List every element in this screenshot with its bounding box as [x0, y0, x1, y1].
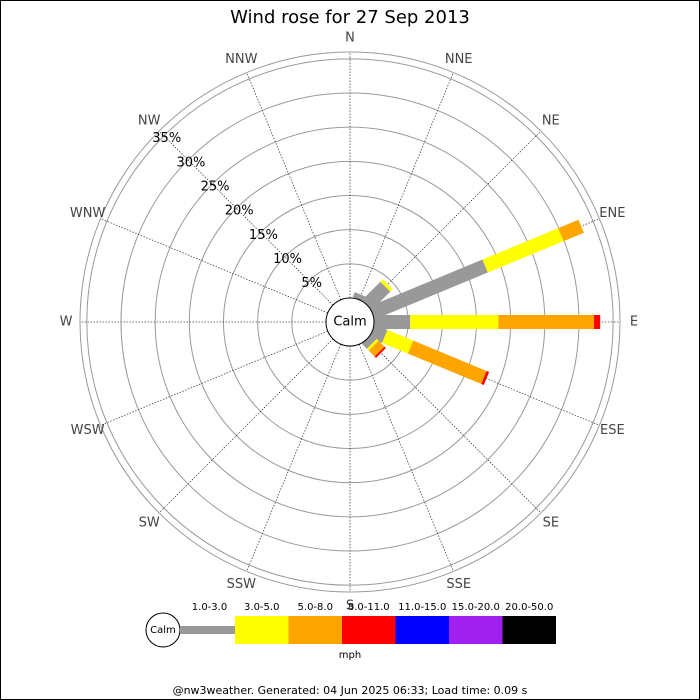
- ring-label: 15%: [249, 228, 278, 243]
- ring-label: 25%: [201, 180, 230, 195]
- direction-label: W: [60, 315, 73, 330]
- legend-swatch: [180, 626, 235, 634]
- legend-label: 8.0-11.0: [348, 602, 390, 613]
- spoke: [366, 338, 542, 514]
- legend-unit: mph: [339, 650, 361, 661]
- wind-bar: [362, 281, 391, 310]
- direction-label: NW: [138, 114, 161, 129]
- legend: Calm 1.0-3.0 3.0-5.0 5.0-8.0 8.0-11.0 11.0-15…: [145, 602, 556, 661]
- wind-bar: [382, 329, 414, 354]
- ring: [86, 58, 614, 586]
- direction-label: ENE: [599, 206, 625, 221]
- spoke: [158, 338, 334, 514]
- wind-bar: [558, 219, 584, 242]
- wind-bar: [374, 315, 411, 329]
- legend-swatch: [502, 616, 556, 644]
- legend-swatch: [235, 616, 289, 644]
- spoke: [246, 344, 342, 572]
- direction-label: NE: [542, 114, 560, 129]
- direction-label: SSE: [446, 577, 471, 592]
- direction-label: WSW: [71, 423, 105, 438]
- legend-label: 15.0-20.0: [452, 602, 500, 613]
- calm-label: Calm: [333, 315, 366, 330]
- legend-swatch: [288, 616, 342, 644]
- legend-swatch: [395, 616, 449, 644]
- direction-label: N: [345, 31, 355, 46]
- spoke: [358, 72, 454, 300]
- spoke: [366, 130, 542, 306]
- legend-label: 20.0-50.0: [505, 602, 553, 613]
- spoke: [100, 218, 328, 314]
- direction-label: SW: [139, 515, 160, 530]
- ring-label: 35%: [152, 131, 181, 146]
- direction-label: ESE: [600, 423, 625, 438]
- legend-swatch: [342, 616, 396, 644]
- wind-bar: [374, 346, 386, 358]
- ring-label: 5%: [301, 276, 322, 291]
- chart-title: Wind rose for 27 Sep 2013: [230, 7, 470, 28]
- legend-calm-label: Calm: [150, 625, 176, 636]
- direction-label: WNW: [70, 206, 106, 221]
- direction-label: SSW: [227, 577, 257, 592]
- ring-label: 30%: [176, 155, 205, 170]
- spoke: [358, 344, 454, 572]
- direction-label: NNW: [225, 52, 257, 67]
- wind-bar: [498, 315, 595, 329]
- legend-label: 5.0-8.0: [298, 602, 333, 613]
- wind-bar: [368, 340, 385, 357]
- direction-label: S: [346, 599, 354, 614]
- legend-label: 3.0-5.0: [244, 602, 279, 613]
- wind-bar: [369, 259, 488, 320]
- spoke: [158, 130, 334, 306]
- spoke: [246, 72, 342, 300]
- wind-bar: [408, 340, 487, 384]
- outer-ring: [79, 51, 621, 593]
- wind-bar: [482, 228, 564, 273]
- legend-label: 1.0-3.0: [192, 602, 227, 613]
- spoke: [100, 330, 328, 426]
- wind-bar: [594, 315, 601, 329]
- legend-swatch: [449, 616, 503, 644]
- direction-label: E: [630, 315, 638, 330]
- ring-label: 20%: [225, 204, 254, 219]
- calm-circle: [325, 297, 375, 347]
- rose: N NNE NE ENE E ESE SE SSE S SSW SW WSW W WNW NW NNW 5% 10…: [60, 31, 639, 614]
- wind-bar: [380, 279, 393, 292]
- direction-label: NNE: [445, 52, 473, 67]
- wind-bar: [410, 315, 499, 329]
- direction-label: SE: [543, 515, 559, 530]
- footer: @nw3weather. Generated: 04 Jun 2025 06:3…: [173, 684, 528, 697]
- wind-bar: [481, 371, 490, 385]
- wind-bar: [366, 338, 379, 351]
- wind-bar: [362, 334, 377, 349]
- ring-label: 10%: [273, 252, 302, 267]
- legend-label: 11.0-15.0: [398, 602, 446, 613]
